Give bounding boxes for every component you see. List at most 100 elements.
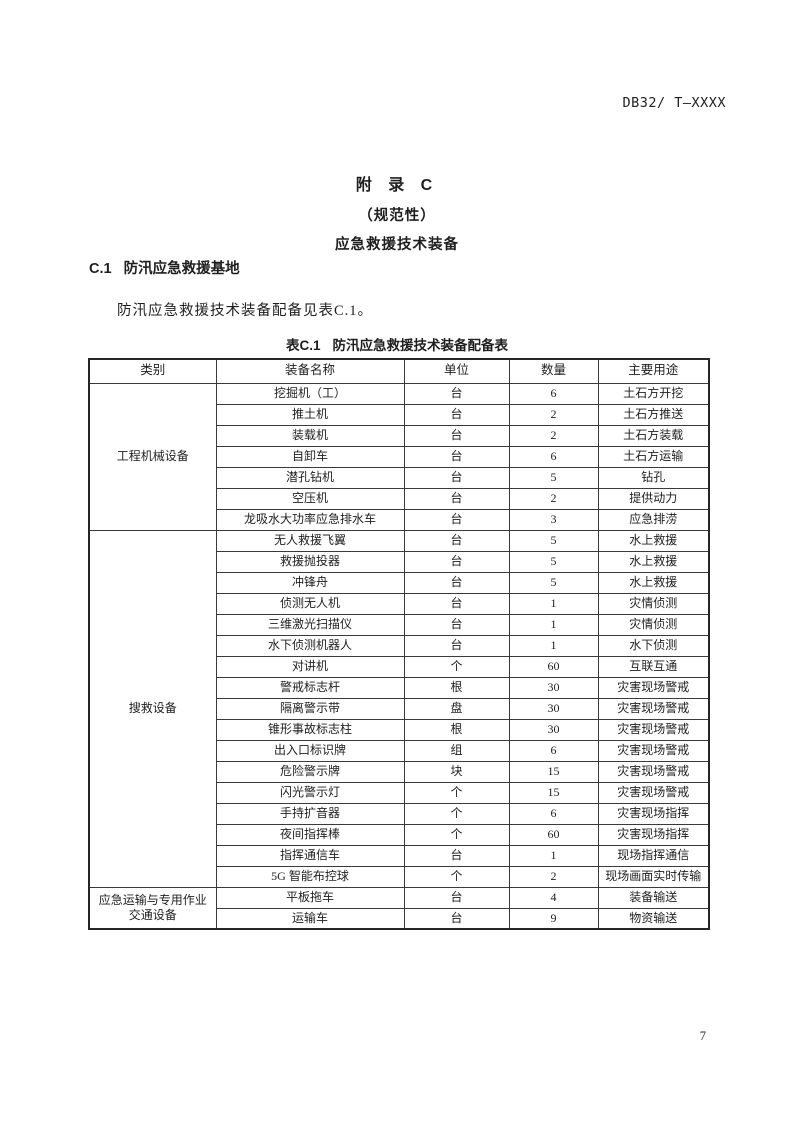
table-cell: 台 bbox=[403, 403, 510, 426]
table-cell: 隔离警示带 bbox=[215, 697, 405, 720]
table-cell: 5 bbox=[508, 529, 599, 552]
table-cell: 组 bbox=[403, 739, 510, 762]
section-title: 防汛应急救援基地 bbox=[123, 261, 240, 277]
table-cell: 台 bbox=[403, 508, 510, 531]
table-caption: 表C.1 防汛应急救援技术装备配备表 bbox=[0, 334, 794, 354]
table-cell: 6 bbox=[508, 802, 599, 825]
table-caption-title: 防汛应急救援技术装备配备表 bbox=[332, 338, 509, 353]
table-cell: 对讲机 bbox=[215, 655, 405, 678]
table-cell: 水下侦测 bbox=[597, 634, 710, 657]
table-cell: 自卸车 bbox=[215, 445, 405, 468]
table-cell: 1 bbox=[508, 613, 599, 636]
table-cell: 平板拖车 bbox=[215, 886, 405, 909]
column-header: 装备名称 bbox=[215, 358, 405, 384]
table-cell: 装载机 bbox=[215, 424, 405, 447]
table-cell: 现场画面实时传输 bbox=[597, 865, 710, 888]
table-cell: 灾害现场指挥 bbox=[597, 823, 710, 846]
table-body: 工程机械设备 挖掘机（工）台 6 土石方开挖 推土机台 2 土石方推送 装载机台 2 土石方装载自… bbox=[88, 382, 710, 930]
table-cell: 9 bbox=[508, 907, 599, 930]
table-cell: 台 bbox=[403, 613, 510, 636]
table-cell: 台 bbox=[403, 886, 510, 909]
table-cell: 个 bbox=[403, 802, 510, 825]
table-cell: 5 bbox=[508, 466, 599, 489]
appendix-subject-title: 应急救援技术装备 bbox=[335, 237, 459, 253]
table-cell: 灾害现场警戒 bbox=[597, 760, 710, 783]
table-cell: 灾情侦测 bbox=[597, 592, 710, 615]
table-row: 运输车台 9 物资输送 bbox=[89, 907, 710, 930]
table-cell: 土石方推送 bbox=[597, 403, 710, 426]
table-cell: 龙吸水大功率应急排水车 bbox=[215, 508, 405, 531]
table-cell: 夜间指挥棒 bbox=[215, 823, 405, 846]
category-cell: 搜救设备 bbox=[88, 529, 217, 888]
table-row: 侦测无人机台 1 灾情侦测 bbox=[89, 592, 710, 615]
table-cell: 手持扩音器 bbox=[215, 802, 405, 825]
table-cell: 无人救援飞翼 bbox=[215, 529, 405, 552]
table-cell: 提供动力 bbox=[597, 487, 710, 510]
table-cell: 1 bbox=[508, 844, 599, 867]
table-cell: 闪光警示灯 bbox=[215, 781, 405, 804]
table-cell: 根 bbox=[403, 718, 510, 741]
table-cell: 出入口标识牌 bbox=[215, 739, 405, 762]
column-header: 主要用途 bbox=[597, 358, 710, 384]
column-header: 类别 bbox=[88, 358, 217, 384]
table-cell: 台 bbox=[403, 844, 510, 867]
table-cell: 灾害现场警戒 bbox=[597, 676, 710, 699]
table-cell: 危险警示牌 bbox=[215, 760, 405, 783]
table-cell: 灾害现场警戒 bbox=[597, 718, 710, 741]
table-cell: 个 bbox=[403, 781, 510, 804]
table-cell: 2 bbox=[508, 403, 599, 426]
table-cell: 2 bbox=[508, 424, 599, 447]
column-header: 单位 bbox=[403, 358, 510, 384]
table-cell: 挖掘机（工） bbox=[215, 382, 405, 405]
table-cell: 灾害现场警戒 bbox=[597, 697, 710, 720]
table-cell: 灾害现场警戒 bbox=[597, 739, 710, 762]
table-cell: 推土机 bbox=[215, 403, 405, 426]
table-cell: 60 bbox=[508, 655, 599, 678]
table-cell: 指挥通信车 bbox=[215, 844, 405, 867]
title-block: 附 录 C （规范性） 应急救援技术装备 bbox=[0, 171, 794, 254]
table-row: 对讲机个 60 互联互通 bbox=[89, 655, 710, 678]
table-cell: 台 bbox=[403, 424, 510, 447]
table-cell: 土石方开挖 bbox=[597, 382, 710, 405]
table-row: 危险警示牌块 15 灾害现场警戒 bbox=[89, 760, 710, 783]
table-cell: 15 bbox=[508, 781, 599, 804]
table-cell: 台 bbox=[403, 445, 510, 468]
table-row: 搜救设备 无人救援飞翼台 5 水上救援 bbox=[88, 529, 710, 888]
table-row: 工程机械设备 挖掘机（工）台 6 土石方开挖 bbox=[88, 382, 710, 531]
table-cell: 冲锋舟 bbox=[215, 571, 405, 594]
table-cell: 三维激光扫描仪 bbox=[215, 613, 405, 636]
table-cell: 6 bbox=[508, 739, 599, 762]
table-cell: 锥形事故标志柱 bbox=[215, 718, 405, 741]
table-cell: 盘 bbox=[403, 697, 510, 720]
normative-label: （规范性） bbox=[358, 208, 436, 224]
table-cell: 灾害现场警戒 bbox=[597, 781, 710, 804]
table-cell: 空压机 bbox=[215, 487, 405, 510]
table-header-row: 类别 装备名称 单位 数量 主要用途 bbox=[88, 358, 710, 384]
table-cell: 台 bbox=[403, 487, 510, 510]
table-row: 手持扩音器个 6 灾害现场指挥 bbox=[89, 802, 710, 825]
table-cell: 个 bbox=[403, 655, 510, 678]
table-row: 锥形事故标志柱根 30 灾害现场警戒 bbox=[89, 718, 710, 741]
table-row: 救援抛投器台 5 水上救援 bbox=[89, 550, 710, 573]
table-cell: 水上救援 bbox=[597, 571, 710, 594]
table-cell: 6 bbox=[508, 382, 599, 405]
table-cell: 应急排涝 bbox=[597, 508, 710, 531]
table-row: 应急运输与专用作业 交通设备 平板拖车台 4 装备输送 bbox=[88, 886, 710, 930]
table-cell: 侦测无人机 bbox=[215, 592, 405, 615]
table-caption-label: 表C.1 bbox=[285, 338, 321, 353]
table-cell: 30 bbox=[508, 697, 599, 720]
table-cell: 运输车 bbox=[215, 907, 405, 930]
table-cell: 水下侦测机器人 bbox=[215, 634, 405, 657]
table-row: 自卸车台 6 土石方运输 bbox=[89, 445, 710, 468]
table-cell: 现场指挥通信 bbox=[597, 844, 710, 867]
category-cell: 应急运输与专用作业 交通设备 bbox=[88, 886, 217, 930]
table-cell: 水上救援 bbox=[597, 550, 710, 573]
table-cell: 台 bbox=[403, 550, 510, 573]
table-cell: 5 bbox=[508, 571, 599, 594]
table-cell: 1 bbox=[508, 634, 599, 657]
page-number: 7 bbox=[699, 1029, 706, 1043]
table-cell: 台 bbox=[403, 529, 510, 552]
table-cell: 台 bbox=[403, 592, 510, 615]
section-heading: C.1 防汛应急救援基地 bbox=[89, 257, 240, 278]
table-row: 隔离警示带盘 30 灾害现场警戒 bbox=[89, 697, 710, 720]
